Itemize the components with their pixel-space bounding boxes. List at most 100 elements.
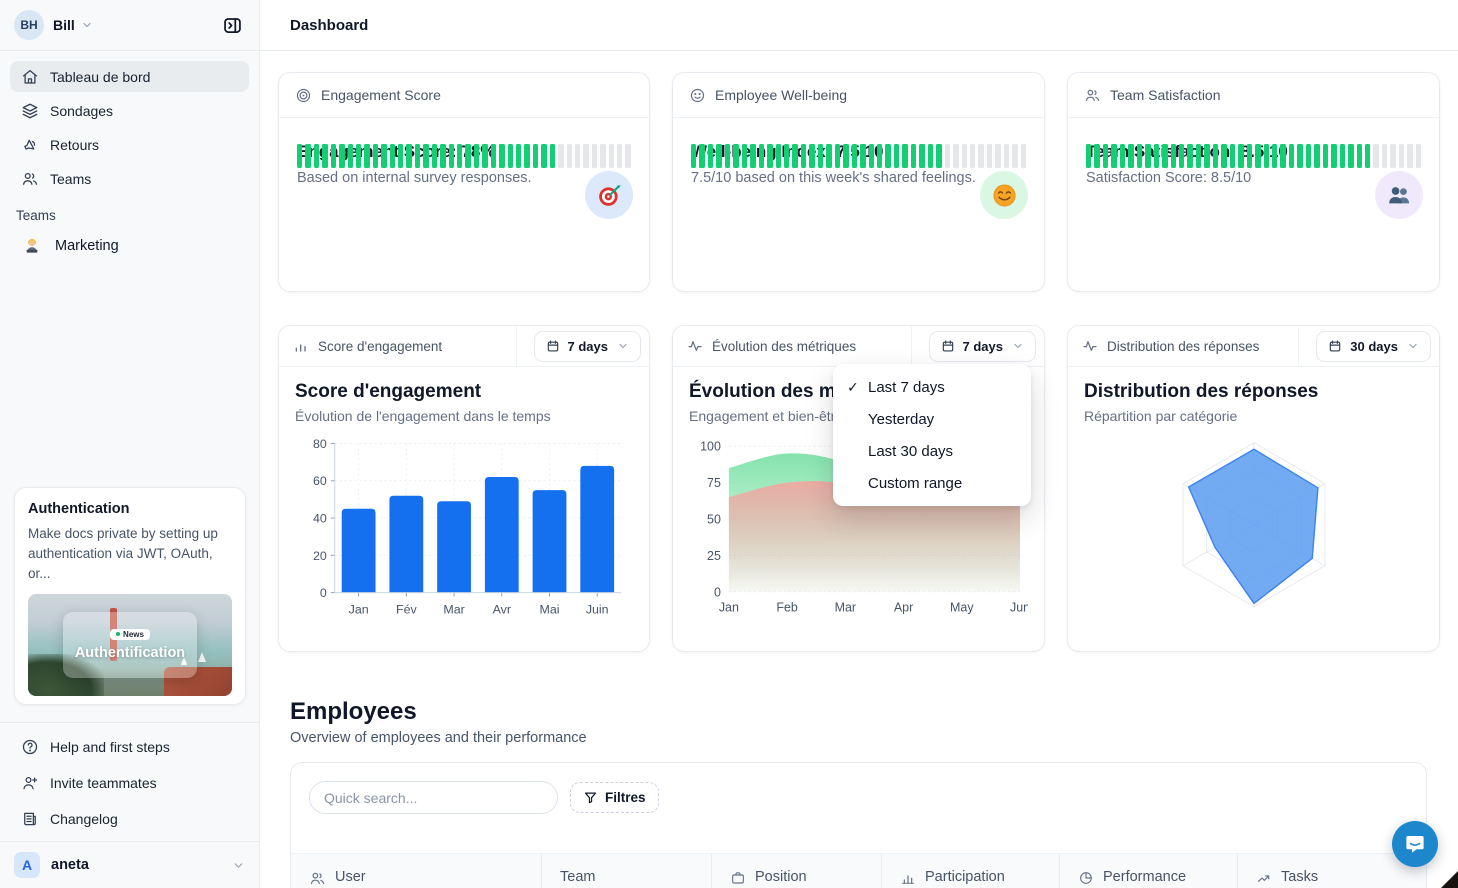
chart-card-header-label: Évolution des métriques xyxy=(712,338,857,354)
workspace-name: aneta xyxy=(51,857,89,873)
chart-title: Score d'engagement xyxy=(295,381,482,402)
chart-card-header: Score d'engagement 7 days xyxy=(279,326,649,367)
wellbeing-progress-bar xyxy=(691,144,1027,168)
column-header-position[interactable]: Position xyxy=(711,854,881,888)
column-header-user[interactable]: User xyxy=(291,854,541,888)
chat-widget-button[interactable] xyxy=(1392,821,1438,867)
range-label: 7 days xyxy=(567,338,608,354)
sidebar-item-changelog[interactable]: Changelog xyxy=(10,803,249,835)
range-selector-button[interactable]: 7 days xyxy=(928,330,1036,362)
chat-bubble-icon xyxy=(1403,832,1427,856)
metrics-area-chart: 0 25 50 75 100 Jan Feb Mar Apr May Jun xyxy=(689,432,1028,624)
sidebar-item-teams[interactable]: Teams xyxy=(10,163,249,194)
stat-subtitle: Based on internal survey responses. xyxy=(297,170,532,186)
chart-subtitle: Engagement et bien-être xyxy=(689,408,844,424)
menu-item-last-7-days[interactable]: ✓ Last 7 days xyxy=(833,371,1031,403)
column-label: User xyxy=(335,869,366,885)
sidebar-collapse-button[interactable] xyxy=(219,12,245,38)
sidebar: BH Bill Tableau de bord xyxy=(0,0,260,888)
range-selector-button[interactable]: 7 days xyxy=(533,330,641,362)
sidebar-item-retours[interactable]: Retours xyxy=(10,129,249,160)
menu-item-label: Last 7 days xyxy=(868,378,945,396)
user-name[interactable]: Bill xyxy=(53,17,75,33)
chart-card-header: Évolution des métriques 7 days xyxy=(673,326,1044,367)
sidebar-item-help[interactable]: Help and first steps xyxy=(10,731,249,763)
promo-image-title: Authentification xyxy=(74,644,186,661)
svg-text:Apr: Apr xyxy=(894,601,913,615)
team-item-label: Marketing xyxy=(55,238,119,254)
chart-card-engagement-score: Score d'engagement 7 days Score d'engage… xyxy=(278,325,650,652)
column-label: Team xyxy=(560,869,596,885)
technologist-emoji-icon xyxy=(22,236,42,256)
svg-text:Jun: Jun xyxy=(1010,601,1028,615)
filters-label: Filtres xyxy=(605,790,646,805)
menu-item-label: Yesterday xyxy=(868,410,935,428)
topbar: Dashboard xyxy=(260,0,1458,51)
filters-button[interactable]: Filtres xyxy=(570,782,659,813)
newspaper-icon xyxy=(21,810,39,828)
megaphone-icon xyxy=(21,136,39,154)
svg-text:Feb: Feb xyxy=(776,601,798,615)
menu-item-custom-range[interactable]: Custom range xyxy=(833,467,1031,499)
activity-icon xyxy=(687,338,703,354)
mouse-cursor xyxy=(1441,871,1458,888)
range-dropdown-menu: ✓ Last 7 days Yesterday Last 30 days Cus… xyxy=(833,364,1031,506)
calendar-icon xyxy=(1328,339,1342,353)
stat-card-body: Well-being Index: 7.5/10 7.5/10 based on… xyxy=(673,118,1044,219)
stat-card-header-label: Engagement Score xyxy=(321,87,441,103)
stat-card-header: Team Satisfaction xyxy=(1068,73,1439,118)
stat-card-body: Engagement Score: 78% Based on internal … xyxy=(279,118,649,219)
sidebar-team-marketing[interactable]: Marketing xyxy=(10,231,249,261)
employees-table-card: Filtres User Team Position xyxy=(290,762,1427,888)
range-selector-button[interactable]: 30 days xyxy=(1316,330,1431,362)
sidebar-item-invite[interactable]: Invite teammates xyxy=(10,767,249,799)
svg-text:60: 60 xyxy=(313,474,327,488)
stat-title: Team Satisfaction: 8.5/10 xyxy=(1086,142,1288,161)
svg-text:40: 40 xyxy=(313,512,327,526)
column-label: Tasks xyxy=(1281,869,1319,885)
funnel-icon xyxy=(583,790,598,805)
chart-subtitle: Répartition par catégorie xyxy=(1084,408,1238,424)
column-header-team[interactable]: Team xyxy=(541,854,711,888)
sidebar-item-tableau-de-bord[interactable]: Tableau de bord xyxy=(10,61,249,92)
check-icon: ✓ xyxy=(847,378,859,395)
pie-chart-icon xyxy=(1078,870,1094,886)
bar-chart-icon xyxy=(900,870,916,886)
bar-chart-icon xyxy=(293,338,309,354)
chevron-down-icon[interactable] xyxy=(81,19,93,31)
engagement-bar-chart: 0 20 40 60 80 Jan Fév Mar Avr Mai Juin xyxy=(295,432,633,624)
sidebar-item-label: Changelog xyxy=(50,811,118,827)
sidebar-item-label: Teams xyxy=(50,170,92,187)
table-header-row: User Team Position Participation xyxy=(291,853,1426,888)
workspace-switcher[interactable]: A aneta xyxy=(0,841,259,888)
menu-item-last-30-days[interactable]: Last 30 days xyxy=(833,435,1031,467)
users-icon xyxy=(1084,87,1101,104)
chart-card-header-label: Distribution des réponses xyxy=(1107,338,1260,354)
chevron-down-icon xyxy=(1012,340,1024,352)
column-header-tasks[interactable]: Tasks xyxy=(1237,854,1426,888)
range-label: 30 days xyxy=(1350,338,1398,354)
menu-item-label: Custom range xyxy=(868,474,963,492)
chart-title: Distribution des réponses xyxy=(1084,381,1319,402)
sidebar-item-sondages[interactable]: Sondages xyxy=(10,95,249,126)
stat-card-satisfaction: Team Satisfaction Team Satisfaction: 8.5… xyxy=(1067,72,1440,292)
svg-text:Jan: Jan xyxy=(719,601,739,615)
engagement-progress-bar xyxy=(297,144,631,168)
menu-item-yesterday[interactable]: Yesterday xyxy=(833,403,1031,435)
sidebar-header: BH Bill xyxy=(0,0,259,51)
activity-icon xyxy=(1082,338,1098,354)
stat-card-body: Team Satisfaction: 8.5/10 Satisfaction S… xyxy=(1068,118,1439,219)
promo-image: News Authentification xyxy=(28,593,232,696)
svg-text:Avr: Avr xyxy=(493,602,511,616)
promo-card-authentication[interactable]: Authentication Make docs private by sett… xyxy=(14,487,246,705)
chart-subtitle: Évolution de l'engagement dans le temps xyxy=(295,408,551,424)
column-header-performance[interactable]: Performance xyxy=(1059,854,1237,888)
svg-text:Juin: Juin xyxy=(586,602,609,616)
stat-card-header-label: Team Satisfaction xyxy=(1110,87,1221,103)
column-header-participation[interactable]: Participation xyxy=(881,854,1059,888)
divider xyxy=(515,326,517,366)
search-input[interactable] xyxy=(309,781,558,814)
svg-text:May: May xyxy=(950,601,974,615)
chevron-down-icon xyxy=(232,859,245,872)
panel-collapse-icon xyxy=(222,15,243,36)
